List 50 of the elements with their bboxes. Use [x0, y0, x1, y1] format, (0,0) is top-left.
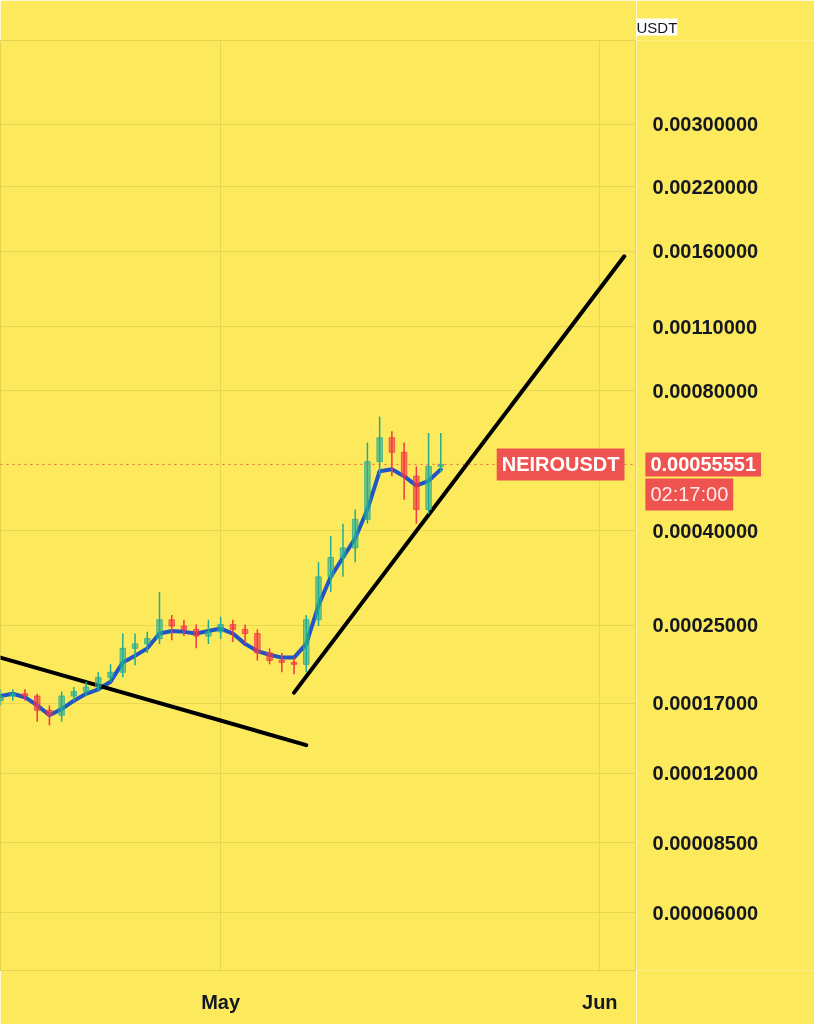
candlestick [229, 619, 237, 643]
candlestick [180, 619, 188, 637]
candlestick [437, 432, 445, 474]
candlestick [364, 441, 371, 525]
y-tick-label: 0.00025000 [652, 614, 759, 637]
y-tick-label: 0.00220000 [652, 175, 759, 198]
y-tick-label: 0.00160000 [652, 240, 759, 263]
candlestick [168, 614, 175, 642]
candlestick [425, 432, 432, 515]
y-tick-label: 0.00017000 [652, 692, 759, 715]
ref-line-label: NEIROUSDT [501, 453, 620, 476]
candlestick [70, 686, 78, 702]
y-tick-label: 0.00012000 [652, 762, 759, 785]
candlestick [413, 465, 420, 525]
candlestick [327, 535, 334, 593]
y-tick-label: 0.00040000 [652, 519, 759, 542]
candlestick [339, 522, 347, 578]
y-tick-label: 0.00300000 [652, 113, 759, 136]
candlestick [278, 652, 286, 674]
candlestick [217, 615, 224, 640]
candlestick [205, 619, 212, 645]
candlestick [376, 415, 383, 477]
candlestick [21, 688, 29, 702]
candlestick [33, 693, 41, 723]
candlestick [254, 628, 261, 662]
text: 0.00055551 [650, 453, 757, 476]
candlestick [241, 623, 249, 645]
candlestick [192, 623, 200, 650]
x-tick-label: Jun [582, 990, 618, 1013]
y-tick-label: 0.00110000 [652, 315, 758, 338]
y-tick-label: 0.00080000 [652, 379, 759, 402]
candlestick [131, 632, 139, 667]
candlestick [400, 441, 408, 501]
candlestick [58, 690, 65, 723]
candlestick [388, 430, 396, 477]
text: 02:17:00 [650, 483, 729, 506]
y-tick-label: 0.00008500 [652, 831, 759, 854]
candlestick [144, 631, 151, 654]
candlestick [82, 680, 90, 697]
candlestick [290, 656, 298, 676]
x-tick-label: May [201, 990, 241, 1013]
candlestick [95, 671, 102, 693]
candlestick [119, 632, 127, 679]
candlestick [303, 614, 310, 674]
y-axis-title: USDT [636, 18, 678, 36]
candlestick [46, 704, 53, 727]
candlestick [156, 591, 163, 645]
candlestick [315, 561, 322, 627]
y-tick-label: 0.00006000 [652, 901, 759, 924]
candlestick [351, 508, 359, 563]
